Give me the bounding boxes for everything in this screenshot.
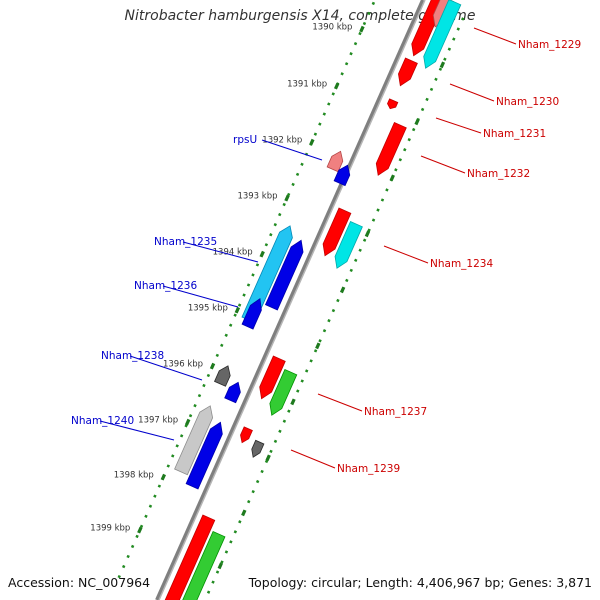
gene-label-nham-1238: Nham_1238 bbox=[101, 350, 164, 362]
gene-nham-1235-arrow bbox=[241, 225, 293, 324]
tick-mark bbox=[284, 194, 290, 202]
tick-mark bbox=[414, 118, 420, 126]
gene-nham-1237-arrow bbox=[269, 368, 298, 416]
gene-nham-1237a-arrow bbox=[259, 355, 286, 400]
tick-mark bbox=[160, 473, 167, 481]
gene-label-nham-1232: Nham_1232 bbox=[467, 168, 530, 180]
tick-mark bbox=[333, 82, 340, 90]
genome-backbone-highlight bbox=[158, 0, 426, 600]
tick-label: 1397 kbp bbox=[138, 416, 178, 426]
tick-label: 1391 kbp bbox=[287, 80, 327, 90]
gene-label-nham-1231: Nham_1231 bbox=[483, 128, 546, 140]
gene-label-nham-1230: Nham_1230 bbox=[496, 96, 559, 108]
tick-mark bbox=[185, 418, 191, 426]
tick-mark bbox=[137, 526, 143, 534]
leader-line-right bbox=[383, 245, 429, 264]
tick-mark bbox=[241, 509, 247, 517]
tick-label: 1393 kbp bbox=[237, 192, 277, 202]
gene-label-nham-1235: Nham_1235 bbox=[154, 236, 217, 248]
gene-green-bottom-arrow bbox=[182, 530, 226, 600]
gene-nham-1234-arrow bbox=[334, 220, 363, 269]
leader-line-right bbox=[420, 155, 466, 174]
gene-nham-1236b-arrow bbox=[241, 297, 262, 330]
map-title: Nitrobacter hamburgensis X14, complete g… bbox=[124, 8, 476, 24]
gene-nham-1239a-arrow bbox=[240, 426, 253, 444]
tick-label: 1399 kbp bbox=[90, 524, 130, 534]
gene-nham-1236-arrow bbox=[264, 239, 304, 311]
tick-mark bbox=[265, 454, 271, 462]
gene-nham-1240-arrow bbox=[185, 421, 223, 490]
topology-text: Topology: circular; Length: 4,406,967 bp… bbox=[248, 575, 592, 590]
leader-line-right bbox=[290, 449, 336, 469]
leader-line-left bbox=[99, 420, 175, 441]
leader-line-left bbox=[129, 355, 203, 381]
tick-mark bbox=[290, 398, 296, 406]
gene-nham-1230-arrow bbox=[398, 57, 418, 87]
gene-pink-small-arrow bbox=[326, 150, 344, 173]
gene-label-nham-1239: Nham_1239 bbox=[337, 463, 400, 475]
tick-mark bbox=[389, 174, 395, 182]
gene-red-bottom-arrow bbox=[164, 514, 216, 600]
genome-backbone bbox=[155, 0, 425, 600]
gene-label-nham-1229: Nham_1229 bbox=[518, 39, 581, 51]
gene-label-nham-1234: Nham_1234 bbox=[430, 258, 493, 270]
gene-rpsu-arrow bbox=[333, 164, 351, 187]
tick-mark bbox=[259, 250, 265, 258]
gene-nham-1230b-arrow bbox=[387, 98, 399, 110]
gene-gray-small-arrow bbox=[214, 365, 231, 387]
leader-line-right bbox=[317, 393, 363, 412]
tick-label: 1395 kbp bbox=[188, 304, 228, 314]
leader-line-left bbox=[162, 285, 239, 308]
tick-mark bbox=[364, 230, 371, 238]
gene-nham-1238-arrow bbox=[224, 381, 241, 404]
tick-label: 1392 kbp bbox=[262, 136, 302, 146]
tick-label: 1394 kbp bbox=[213, 248, 253, 258]
leader-line-right bbox=[449, 83, 495, 102]
tick-mark bbox=[309, 138, 315, 146]
leader-line-right bbox=[473, 27, 517, 45]
tick-mark bbox=[209, 362, 216, 370]
gene-label-nham-1240: Nham_1240 bbox=[71, 415, 134, 427]
tick-mark bbox=[439, 61, 446, 69]
tick-mark bbox=[339, 286, 346, 294]
tick-label: 1396 kbp bbox=[163, 360, 203, 370]
gene-nham-1239-arrow bbox=[251, 439, 265, 458]
leader-line-right bbox=[435, 117, 482, 134]
accession-text: Accession: NC_007964 bbox=[8, 575, 151, 590]
gene-nham-1231-arrow bbox=[375, 121, 407, 176]
gene-label-nham-1236: Nham_1236 bbox=[134, 280, 197, 292]
leader-line-left bbox=[261, 139, 323, 161]
gene-light-gray-arrow bbox=[174, 405, 214, 476]
gene-label-nham-1237: Nham_1237 bbox=[364, 406, 427, 418]
tick-mark bbox=[359, 25, 365, 33]
gene-label-rpsu: rpsU bbox=[233, 134, 257, 146]
tick-label: 1390 kbp bbox=[312, 23, 352, 33]
gene-nham-1229c-arrow bbox=[423, 0, 462, 69]
tick-mark bbox=[217, 562, 223, 570]
tick-mark bbox=[315, 342, 321, 350]
leader-line-left bbox=[182, 241, 259, 263]
gene-nham-1234a-arrow bbox=[322, 207, 352, 257]
tick-label: 1398 kbp bbox=[114, 471, 154, 481]
tick-mark bbox=[234, 306, 241, 314]
